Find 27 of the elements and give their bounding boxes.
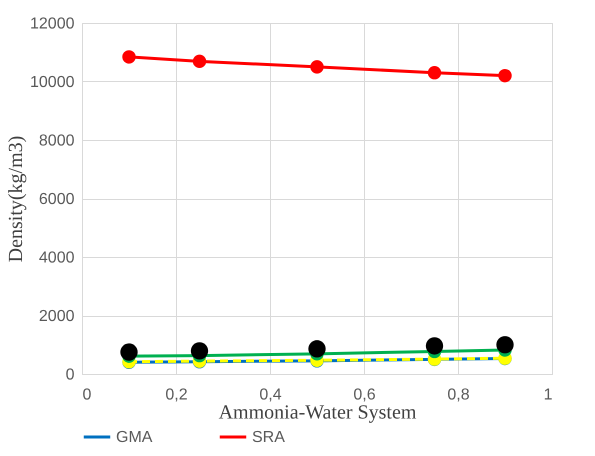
y-tick-label: 8000 [38,132,75,150]
point [120,343,138,361]
point [498,68,512,82]
point [192,54,206,68]
point [426,337,444,355]
point [308,340,326,358]
legend-label: SRA [252,429,286,446]
y-axis-title: Density(kg/m3) [5,136,28,262]
y-tick-label: 12000 [30,16,75,32]
point [496,336,514,354]
x-tick-label: 0,8 [447,386,470,404]
x-axis-title: Ammonia-Water System [218,402,417,424]
point [190,342,208,360]
y-tick-label: 0 [66,366,75,384]
legend-label: GMA [116,429,153,446]
x-tick-label: 0,4 [259,386,282,404]
y-tick-label: 10000 [30,74,75,91]
y-tick-label: 4000 [38,250,75,266]
x-tick-label: 0,6 [353,386,376,404]
point [310,60,324,74]
y-tick-label: 6000 [38,191,75,208]
y-tick-label: 2000 [38,308,75,325]
point [428,66,442,80]
x-tick-label: 0,2 [165,386,188,404]
x-tick-label: 0 [82,386,92,404]
x-tick-label: 1 [544,386,553,404]
point [122,50,136,64]
